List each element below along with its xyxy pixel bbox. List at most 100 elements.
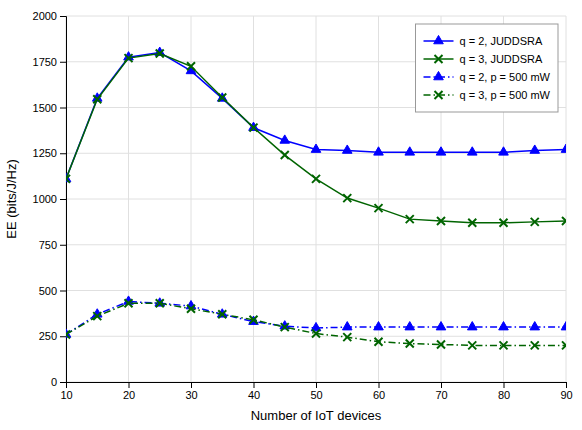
point-group — [561, 322, 566, 330]
point — [500, 341, 508, 349]
x-axis: 102030405060708090 — [60, 382, 572, 401]
point — [342, 322, 352, 330]
point — [187, 62, 195, 70]
point — [125, 54, 133, 62]
x-axis-line — [67, 383, 567, 389]
y-tick-label: 2000 — [33, 10, 57, 22]
y-grid-line — [66, 336, 566, 337]
x-tick-mark — [316, 382, 317, 388]
y-tick-label: 1000 — [33, 193, 57, 205]
point — [312, 330, 320, 338]
point — [436, 322, 446, 330]
point-group — [312, 175, 320, 183]
point-group — [499, 322, 509, 330]
point-group — [66, 175, 70, 183]
point-group — [66, 330, 70, 338]
point — [530, 322, 540, 330]
point — [531, 218, 539, 226]
point — [437, 217, 445, 225]
legend-label: q = 3, p = 500 mW — [460, 89, 551, 101]
point — [218, 310, 226, 318]
y-tick-mark — [60, 62, 66, 63]
point — [93, 95, 101, 103]
point — [343, 194, 351, 202]
y-tick-mark — [60, 199, 66, 200]
x-tick: 60 — [373, 382, 385, 401]
y-tick-label: 250 — [39, 330, 57, 342]
point-group — [187, 305, 195, 313]
x-tick-mark — [504, 382, 505, 388]
point — [218, 93, 226, 101]
y-tick: 2000 — [33, 10, 66, 22]
point-group — [405, 147, 415, 155]
point — [562, 217, 566, 225]
y-tick: 1500 — [33, 102, 66, 114]
x-tick: 50 — [310, 382, 322, 401]
point-group — [187, 62, 195, 70]
legend-label: q = 2, p = 500 mW — [460, 71, 551, 83]
legend-marker — [434, 71, 444, 79]
x-tick: 20 — [123, 382, 135, 401]
x-tick-label: 10 — [60, 389, 72, 401]
point-group — [375, 204, 383, 212]
x-tick-label: 70 — [435, 389, 447, 401]
point-group — [93, 95, 101, 103]
legend-marker-group — [435, 55, 443, 63]
point-group — [250, 316, 258, 324]
y-tick-mark — [60, 382, 66, 383]
point — [405, 147, 415, 155]
legend-item: q = 3, p = 500 mW — [424, 89, 551, 101]
point-group — [342, 322, 352, 330]
point-group — [343, 333, 351, 341]
point — [436, 147, 446, 155]
legend-marker-group — [434, 71, 444, 79]
point-group — [93, 312, 101, 320]
x-tick-mark — [129, 382, 130, 388]
point-group — [217, 93, 227, 101]
series — [66, 299, 566, 349]
point — [187, 305, 195, 313]
series — [66, 296, 566, 337]
series-group — [66, 47, 566, 349]
y-tick-mark — [60, 108, 66, 109]
point-group — [500, 219, 508, 227]
point-group — [374, 322, 384, 330]
x-tick-label: 30 — [185, 389, 197, 401]
point — [468, 219, 476, 227]
y-tick-mark — [60, 291, 66, 292]
y-tick-mark — [60, 336, 66, 337]
y-tick-mark — [60, 16, 66, 17]
y-axis: 025050075010001250150017502000 — [33, 10, 67, 388]
x-tick: 80 — [498, 382, 510, 401]
point-group — [250, 124, 258, 132]
x-tick: 10 — [60, 382, 72, 401]
chart-svg: 1020304050607080900250500750100012501500… — [0, 0, 582, 430]
point-group — [343, 194, 351, 202]
legend-marker-group — [434, 35, 444, 43]
x-tick-label: 90 — [560, 389, 572, 401]
point-group — [437, 340, 445, 348]
x-tick-mark — [254, 382, 255, 388]
point — [561, 144, 566, 152]
legend-item: q = 2, p = 500 mW — [424, 71, 551, 83]
point — [437, 340, 445, 348]
y-tick: 750 — [39, 239, 66, 251]
point — [561, 322, 566, 330]
y-tick: 250 — [39, 330, 66, 342]
point — [66, 175, 70, 183]
legend-item: q = 2, JUDDSRA — [424, 35, 543, 47]
grid — [66, 16, 566, 382]
point — [93, 312, 101, 320]
legend-item: q = 3, JUDDSRA — [424, 53, 543, 65]
point-group — [218, 310, 226, 318]
y-tick: 500 — [39, 285, 66, 297]
point — [66, 330, 70, 338]
y-tick-label: 0 — [51, 376, 57, 388]
x-tick-mark — [566, 382, 567, 388]
point — [342, 145, 352, 153]
y-tick-label: 750 — [39, 239, 57, 251]
point — [405, 322, 415, 330]
y-tick: 1000 — [33, 193, 66, 205]
legend-label: q = 3, JUDDSRA — [460, 53, 543, 65]
series-line — [66, 303, 566, 345]
